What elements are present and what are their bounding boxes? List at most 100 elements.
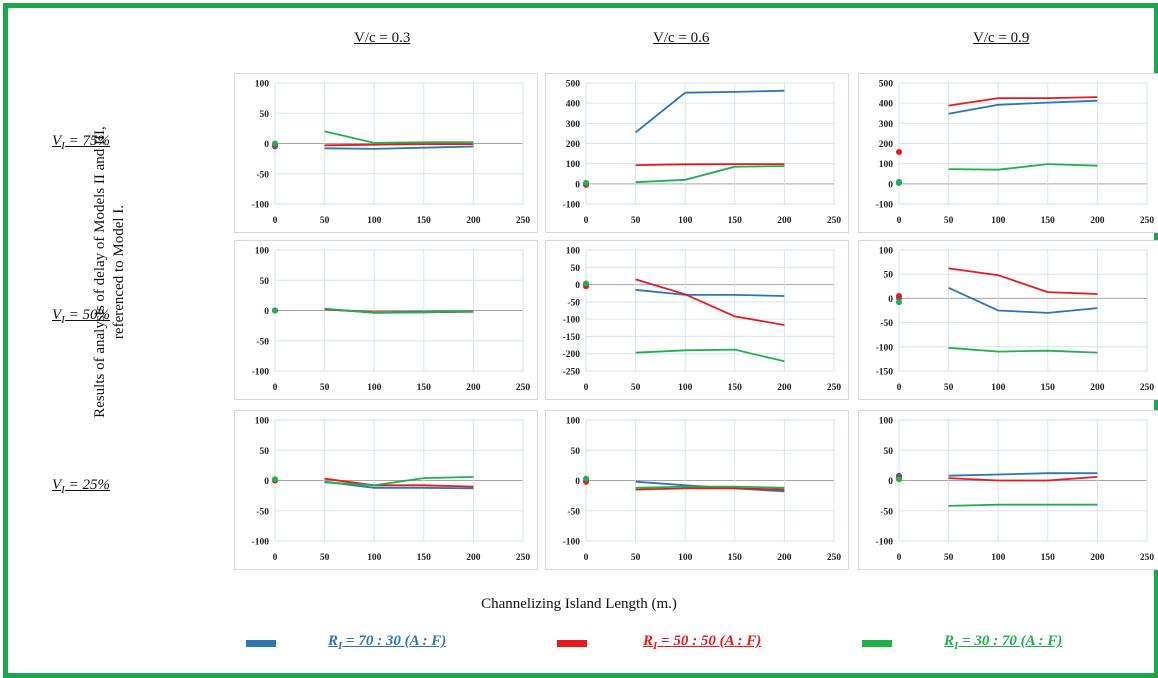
series-line-0: [948, 472, 1098, 477]
x-tick-label: 0: [897, 216, 902, 226]
series-line-2: [635, 165, 785, 184]
x-tick-label: 100: [367, 383, 382, 393]
x-tick-label: 200: [466, 383, 481, 393]
series-marker-2: [896, 178, 902, 185]
row-label-50: VI = 50%: [52, 307, 110, 326]
series-line-1: [948, 267, 1098, 295]
x-tick-label: 50: [631, 383, 641, 393]
x-tick-label: 100: [678, 553, 693, 563]
series-line-0: [948, 286, 1098, 314]
x-tick-label: 150: [417, 383, 432, 393]
y-tick-label: 100: [879, 160, 894, 170]
y-tick-label: 100: [879, 247, 894, 257]
x-tick-label: 0: [897, 383, 902, 393]
chart-panel-v75-vc03: -100 -50 0 50 100 0 50 100 150 200 250: [234, 73, 538, 233]
x-tick-label: 200: [777, 383, 792, 393]
x-tick-label: 100: [367, 553, 382, 563]
x-tick-label: 150: [1041, 216, 1056, 226]
y-tick-label: -150: [876, 368, 894, 378]
series-line-2: [635, 485, 785, 489]
series-line-2: [635, 348, 785, 363]
y-tick-label: 0: [575, 180, 580, 190]
x-tick-label: 200: [1090, 383, 1105, 393]
x-tick-label: 0: [584, 553, 589, 563]
y-tick-label: -100: [252, 201, 270, 211]
y-tick-label: 100: [566, 417, 581, 427]
x-tick-label: 150: [1041, 553, 1056, 563]
series-line-1: [635, 278, 785, 326]
row-label-25: VI = 25%: [52, 477, 110, 496]
legend-swatch-green: [862, 640, 892, 647]
y-tick-label: 50: [260, 110, 270, 120]
column-title-vc-0-3: V/c = 0.3: [354, 30, 411, 46]
chart-panel-v50-vc06: -250 -200 -150 -100 -50 0 50 100 0 50 100 150 200 250: [545, 240, 849, 400]
x-tick-label: 200: [1090, 553, 1105, 563]
x-tick-label: 50: [320, 216, 330, 226]
y-tick-label: -50: [880, 319, 893, 329]
y-tick-label: 0: [888, 295, 893, 305]
y-tick-label: -100: [563, 201, 581, 211]
series-line-1: [635, 487, 785, 491]
chart-panel-v25-vc06: -100 -50 0 50 100 0 50 100 150 200 250: [545, 410, 849, 570]
y-tick-label: 50: [884, 271, 894, 281]
y-tick-label: 100: [879, 417, 894, 427]
x-tick-label: 50: [320, 553, 330, 563]
legend-swatch-blue: [246, 640, 276, 647]
x-tick-label: 150: [728, 383, 743, 393]
x-tick-label: 150: [417, 553, 432, 563]
chart-panel-v50-vc03: -100 -50 0 50 100 0 50 100 150 200 250: [234, 240, 538, 400]
chart-svg-v25-vc06: -100 -50 0 50 100 0 50 100 150 200 250: [563, 417, 842, 564]
x-tick-label: 100: [991, 216, 1006, 226]
series-line-1: [324, 477, 474, 488]
legend-label-70-30: RI = 70 : 30 (A : F): [328, 633, 447, 652]
series-line-2: [948, 346, 1098, 354]
x-tick-label: 200: [466, 216, 481, 226]
series-line-1: [635, 163, 785, 166]
y-tick-label: -100: [876, 201, 894, 211]
chart-svg-v75-vc03: -100 -50 0 50 100 0 50 100 150 200 250: [252, 80, 531, 227]
series-line-0: [635, 288, 785, 297]
y-tick-label: -50: [256, 170, 269, 180]
y-tick-label: -50: [256, 337, 269, 347]
chart-svg-v50-vc09: -150 -100 -50 0 50 100 0 50 100 150 200 250: [876, 247, 1155, 394]
y-tick-label: 0: [575, 281, 580, 291]
legend-label-30-70: RI = 30 : 70 (A : F): [944, 633, 1063, 652]
x-tick-label: 0: [897, 553, 902, 563]
series-line-0: [948, 99, 1098, 115]
y-tick-label: 100: [566, 160, 581, 170]
x-tick-label: 200: [466, 553, 481, 563]
y-tick-label: 300: [879, 120, 894, 130]
series-line-1: [324, 143, 474, 147]
x-tick-label: 150: [728, 216, 743, 226]
y-tick-label: -100: [876, 538, 894, 548]
y-tick-label: -250: [563, 368, 581, 378]
y-tick-label: 50: [571, 264, 581, 274]
chart-panel-v75-vc09: -100 0 100 200 300 400 500 0 50 100 150 200 250: [858, 73, 1158, 233]
row-label-75: VI = 75%: [52, 133, 110, 152]
series-line-2: [324, 130, 474, 144]
x-tick-label: 250: [827, 553, 842, 563]
y-tick-label: 500: [879, 80, 894, 90]
series-marker-2: [583, 475, 589, 482]
x-tick-label: 150: [728, 553, 743, 563]
chart-svg-v50-vc06: -250 -200 -150 -100 -50 0 50 100 0 50 100 150 200 250: [563, 247, 842, 394]
x-tick-label: 50: [944, 553, 954, 563]
series-line-2: [324, 476, 474, 487]
legend-label-50-50: RI = 50 : 50 (A : F): [643, 633, 762, 652]
y-tick-label: 0: [264, 477, 269, 487]
x-tick-label: 0: [584, 383, 589, 393]
y-tick-label: 0: [888, 180, 893, 190]
x-tick-label: 250: [1140, 383, 1155, 393]
x-axis-label: Channelizing Island Length (m.): [481, 596, 677, 612]
y-tick-label: 50: [884, 447, 894, 457]
x-tick-label: 50: [944, 216, 954, 226]
y-tick-label: -50: [880, 507, 893, 517]
y-tick-label: -100: [252, 538, 270, 548]
x-tick-label: 100: [991, 383, 1006, 393]
y-tick-label: -50: [567, 298, 580, 308]
x-tick-label: 100: [991, 553, 1006, 563]
x-tick-label: 250: [827, 216, 842, 226]
x-tick-label: 100: [678, 383, 693, 393]
